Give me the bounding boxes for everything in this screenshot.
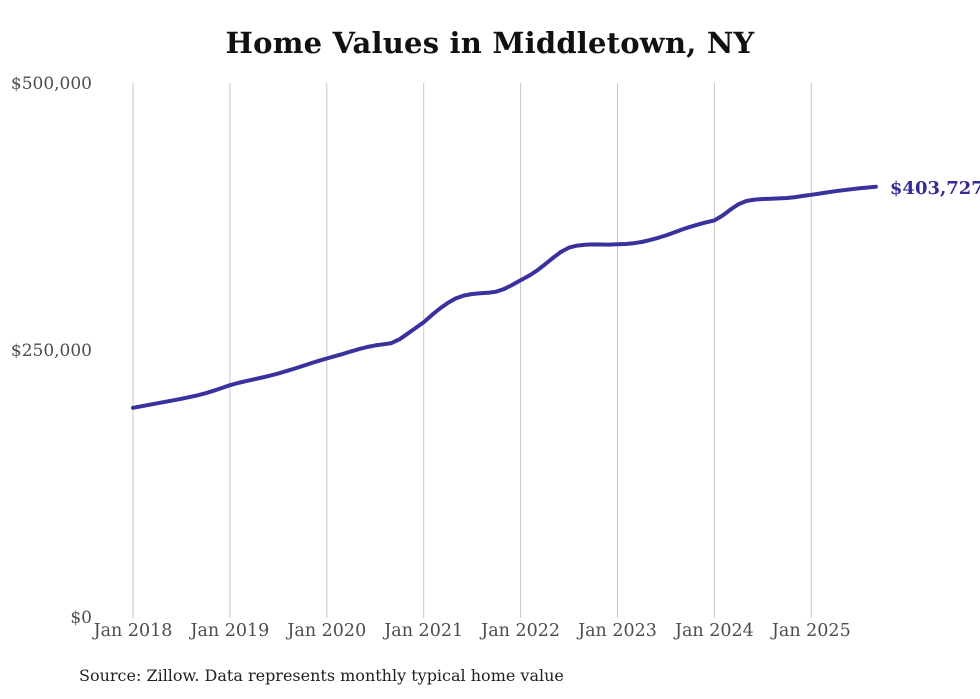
chart-title: Home Values in Middletown, NY — [225, 26, 755, 60]
x-axis-tick-label-2021: Jan 2021 — [384, 621, 464, 641]
x-axis-tick-label-2020: Jan 2020 — [287, 621, 367, 641]
y-axis-tick-label-250000: $250,000 — [10, 341, 92, 361]
x-axis-tick-label-2025: Jan 2025 — [771, 621, 851, 641]
x-axis-tick-label-2018: Jan 2018 — [93, 621, 173, 641]
x-axis-tick-label-2023: Jan 2023 — [578, 621, 657, 641]
latest-value-label: $403,727 — [889, 177, 980, 199]
source-note: Source: Zillow. Data represents monthly … — [79, 666, 564, 685]
x-axis-tick-label-2024: Jan 2024 — [674, 621, 754, 641]
x-axis-tick-label-2022: Jan 2022 — [481, 621, 561, 641]
home-value-line — [131, 184, 878, 410]
y-axis-tick-label-0: $0 — [70, 608, 92, 628]
x-axis-tick-label-2019: Jan 2019 — [190, 621, 270, 641]
y-axis-tick-label-500000: $500,000 — [10, 74, 92, 94]
